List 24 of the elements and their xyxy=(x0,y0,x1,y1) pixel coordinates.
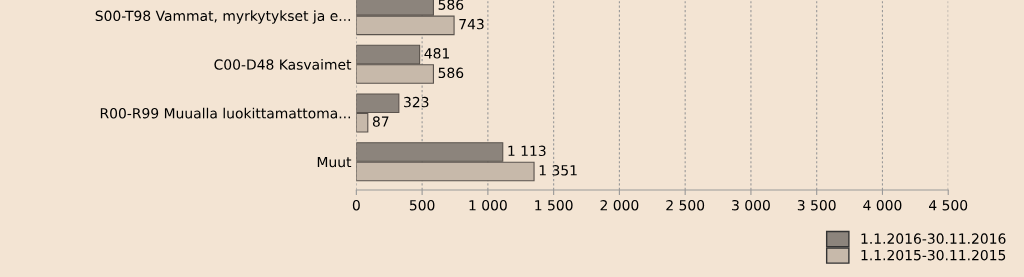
x-tick-label: 0 xyxy=(352,199,360,211)
data-label: 481 xyxy=(424,48,450,59)
data-label: 586 xyxy=(438,67,464,79)
y-tick-label: Muut xyxy=(317,156,352,168)
data-label: 323 xyxy=(404,96,429,108)
x-tick-label: 2 000 xyxy=(600,199,639,211)
x-tick-label: 3 500 xyxy=(797,199,836,211)
y-tick-label: S00-T98 Vammat, myrkytykset ja e... xyxy=(95,10,350,24)
x-tick-label: 4 500 xyxy=(929,199,968,211)
x-tick-label: 500 xyxy=(409,199,435,211)
y-tick-label: R00-R99 Muualla luokittamattoma... xyxy=(100,107,350,119)
x-tick-label: 3 000 xyxy=(732,199,770,211)
y-tick-label: C00-D48 Kasvaimet xyxy=(214,59,352,70)
data-label: 87 xyxy=(372,116,389,127)
data-label: 1 351 xyxy=(539,165,577,176)
x-tick-label: 1 000 xyxy=(469,199,507,211)
legend-label: 1.1.2015-30.11.2015 xyxy=(861,249,1006,261)
data-label: 1 113 xyxy=(508,145,546,157)
data-label: 586 xyxy=(438,0,464,10)
x-tick-label: 4 000 xyxy=(863,199,902,211)
data-label: 743 xyxy=(459,18,484,30)
x-tick-label: 2 500 xyxy=(666,199,705,211)
x-tick-label: 1 500 xyxy=(535,199,573,211)
legend-label: 1.1.2016-30.11.2016 xyxy=(861,233,1006,244)
